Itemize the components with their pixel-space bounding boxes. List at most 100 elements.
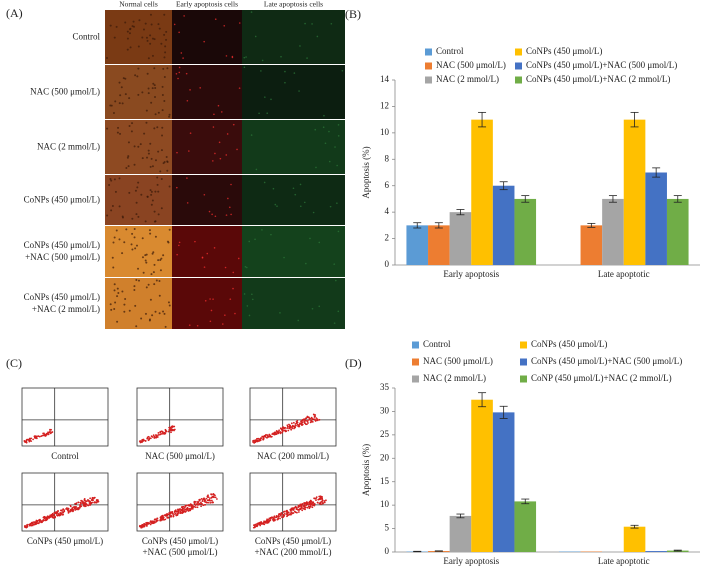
cell-spot: [251, 293, 253, 296]
cell-dot: [35, 519, 38, 522]
cell-dot: [254, 440, 257, 443]
cell-spot: [109, 104, 112, 107]
bar: [428, 225, 450, 265]
cell-spot: [112, 111, 115, 114]
cell-dot: [157, 434, 160, 436]
cell-spot: [150, 193, 153, 196]
cell-spot: [132, 20, 135, 23]
cell-dot: [181, 512, 184, 514]
cell-dot: [55, 511, 58, 513]
cell-dot: [287, 429, 290, 432]
cell-spot: [214, 152, 216, 155]
cell-dot: [192, 506, 195, 508]
cell-spot: [303, 201, 306, 204]
micrograph: [242, 120, 345, 174]
cell-spot: [155, 279, 158, 282]
cell-dot: [309, 501, 312, 504]
cell-dot: [79, 501, 82, 504]
cell-spot: [148, 229, 151, 232]
cell-spot: [145, 261, 148, 264]
cell-dot: [291, 424, 294, 427]
row-label: +NAC (500 μmol/L): [25, 252, 100, 262]
cell-spot: [236, 148, 238, 151]
cell-spot: [337, 310, 340, 313]
cell-spot: [208, 210, 211, 213]
plot-label: NAC (500 μmol/L): [145, 451, 215, 461]
cell-spot: [114, 190, 117, 193]
cell-dot: [286, 509, 288, 512]
cell-dot: [263, 434, 266, 437]
cell-dot: [304, 419, 306, 422]
cell-dot: [312, 413, 315, 416]
cell-spot: [137, 267, 140, 270]
cell-spot: [166, 67, 169, 70]
cell-dot: [210, 499, 213, 502]
cell-spot: [137, 93, 140, 96]
cell-spot: [154, 96, 157, 99]
cell-spot: [145, 36, 148, 39]
cell-dot: [51, 515, 54, 518]
cell-dot: [255, 440, 258, 443]
cell-spot: [124, 298, 127, 301]
cell-spot: [129, 28, 132, 31]
cell-spot: [162, 310, 165, 313]
cell-dot: [207, 494, 209, 497]
cell-spot: [189, 89, 191, 91]
cell-dot: [164, 518, 167, 521]
cell-spot: [156, 183, 159, 186]
cell-dot: [143, 524, 146, 527]
legend-swatch: [412, 375, 419, 383]
cell-dot: [295, 422, 298, 425]
cell-spot: [134, 304, 137, 307]
cell-dot: [80, 505, 83, 508]
cell-dot: [161, 518, 164, 521]
cell-spot: [134, 247, 137, 250]
row-label: +NAC (2 mmol/L): [32, 304, 100, 314]
cell-dot: [35, 521, 38, 524]
cell-dot: [164, 432, 166, 435]
cell-dot: [281, 430, 284, 433]
cell-spot: [142, 271, 145, 274]
cell-spot: [299, 205, 302, 208]
cell-dot: [190, 505, 193, 508]
cell-dot: [59, 509, 62, 512]
cell-spot: [144, 22, 147, 25]
cell-dot: [287, 514, 290, 516]
cell-dot: [209, 501, 212, 504]
cell-spot: [230, 213, 232, 216]
y-axis-label: Apoptosis (%): [361, 146, 371, 198]
cell-dot: [323, 500, 326, 502]
cell-dot: [268, 433, 271, 436]
cell-dot: [306, 420, 309, 423]
cell-dot: [200, 497, 203, 500]
cell-dot: [200, 505, 203, 508]
cell-dot: [180, 509, 183, 511]
cell-spot: [328, 160, 331, 163]
cell-spot: [284, 81, 286, 84]
bar: [645, 172, 667, 265]
row-label: CoNPs (450 μmol/L): [24, 195, 100, 205]
cell-spot: [147, 283, 150, 286]
cell-dot: [145, 524, 148, 527]
cell-spot: [168, 304, 171, 307]
plot-label: CoNPs (450 μmol/L): [142, 536, 218, 546]
cell-dot: [322, 502, 324, 505]
cell-dot: [27, 523, 29, 526]
legend-swatch: [425, 76, 432, 84]
cell-dot: [269, 519, 272, 522]
cell-spot: [164, 45, 167, 48]
cell-spot: [178, 244, 180, 247]
cell-dot: [35, 523, 38, 525]
cell-dot: [167, 516, 170, 519]
cell-dot: [33, 523, 36, 526]
cell-spot: [157, 259, 160, 262]
cell-dot: [316, 419, 319, 422]
cell-spot: [144, 220, 147, 223]
cell-dot: [205, 497, 208, 500]
y-tick-label: 10: [380, 127, 390, 137]
cell-dot: [190, 504, 193, 507]
cell-spot: [314, 128, 317, 131]
cell-spot: [154, 113, 157, 116]
cell-dot: [83, 498, 86, 501]
cell-dot: [179, 510, 182, 513]
